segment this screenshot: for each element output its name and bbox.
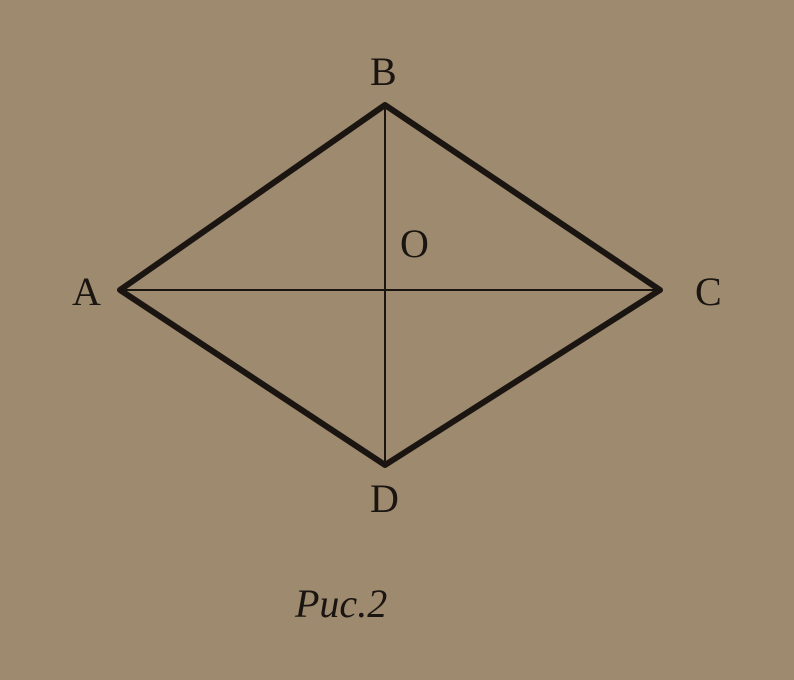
- vertex-label-a: A: [72, 268, 101, 315]
- figure-caption: Рис.2: [295, 580, 387, 627]
- vertex-label-c: C: [695, 268, 722, 315]
- rhombus-outline: [120, 105, 660, 465]
- vertex-label-b: B: [370, 48, 397, 95]
- rhombus-diagram: [0, 0, 794, 680]
- center-label-o: O: [400, 220, 429, 267]
- vertex-label-d: D: [370, 475, 399, 522]
